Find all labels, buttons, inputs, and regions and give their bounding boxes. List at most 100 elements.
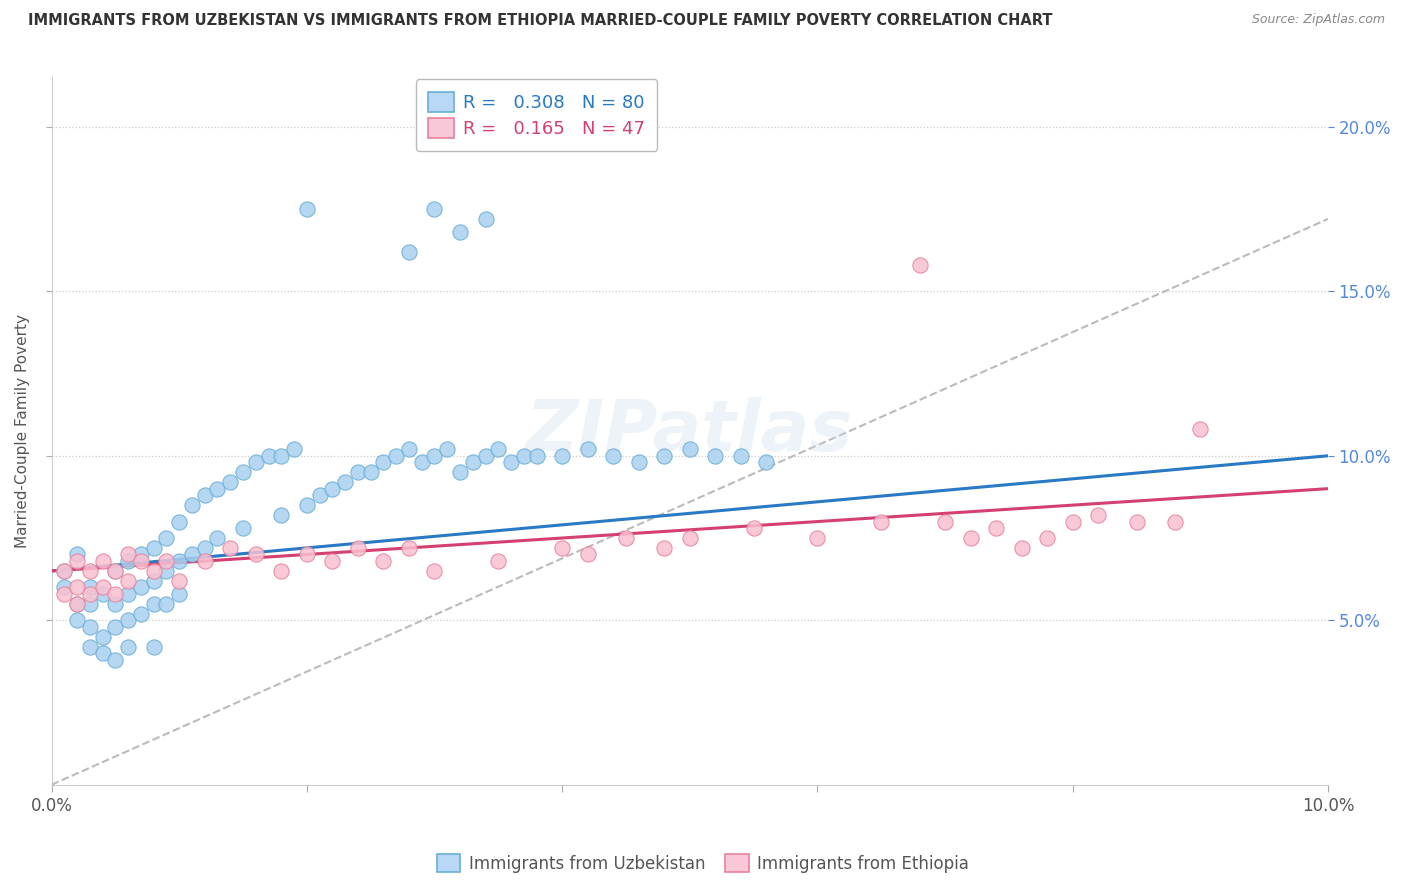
Point bbox=[104, 653, 127, 667]
Point bbox=[155, 554, 177, 568]
Point bbox=[360, 465, 382, 479]
Point bbox=[142, 597, 165, 611]
Point bbox=[142, 564, 165, 578]
Text: ZIPatlas: ZIPatlas bbox=[526, 397, 853, 466]
Point bbox=[79, 640, 101, 654]
Point bbox=[501, 455, 523, 469]
Point bbox=[627, 455, 650, 469]
Point bbox=[155, 564, 177, 578]
Point bbox=[373, 455, 395, 469]
Point bbox=[104, 620, 127, 634]
Point bbox=[79, 564, 101, 578]
Point bbox=[295, 548, 318, 562]
Point bbox=[321, 554, 343, 568]
Point bbox=[474, 211, 496, 226]
Point bbox=[167, 554, 190, 568]
Point bbox=[755, 455, 778, 469]
Point bbox=[513, 449, 536, 463]
Point bbox=[602, 449, 624, 463]
Point bbox=[117, 554, 139, 568]
Point bbox=[91, 587, 114, 601]
Point bbox=[194, 541, 217, 555]
Point bbox=[679, 531, 702, 545]
Point bbox=[398, 244, 420, 259]
Point bbox=[934, 515, 956, 529]
Point bbox=[411, 455, 433, 469]
Point bbox=[104, 564, 127, 578]
Point bbox=[167, 574, 190, 588]
Point bbox=[155, 531, 177, 545]
Text: Source: ZipAtlas.com: Source: ZipAtlas.com bbox=[1251, 13, 1385, 27]
Point bbox=[742, 521, 765, 535]
Point bbox=[333, 475, 356, 489]
Point bbox=[66, 597, 89, 611]
Point bbox=[959, 531, 981, 545]
Point bbox=[614, 531, 637, 545]
Point bbox=[207, 531, 229, 545]
Point bbox=[423, 449, 446, 463]
Point bbox=[652, 541, 675, 555]
Point bbox=[167, 515, 190, 529]
Point bbox=[129, 607, 152, 621]
Point bbox=[53, 587, 76, 601]
Point bbox=[1087, 508, 1109, 522]
Point bbox=[194, 488, 217, 502]
Point bbox=[551, 541, 574, 555]
Point bbox=[66, 613, 89, 627]
Point bbox=[117, 574, 139, 588]
Point bbox=[104, 587, 127, 601]
Point bbox=[986, 521, 1008, 535]
Point bbox=[270, 564, 292, 578]
Point bbox=[870, 515, 893, 529]
Y-axis label: Married-Couple Family Poverty: Married-Couple Family Poverty bbox=[15, 314, 30, 548]
Point bbox=[1062, 515, 1084, 529]
Point bbox=[117, 548, 139, 562]
Point bbox=[79, 620, 101, 634]
Point bbox=[347, 465, 370, 479]
Point bbox=[398, 541, 420, 555]
Point bbox=[1036, 531, 1059, 545]
Point bbox=[652, 449, 675, 463]
Point bbox=[486, 554, 509, 568]
Point bbox=[91, 554, 114, 568]
Point bbox=[270, 449, 292, 463]
Point bbox=[526, 449, 548, 463]
Point bbox=[129, 554, 152, 568]
Point bbox=[321, 482, 343, 496]
Point bbox=[436, 442, 458, 457]
Point bbox=[219, 541, 242, 555]
Point bbox=[398, 442, 420, 457]
Point bbox=[53, 580, 76, 594]
Point bbox=[449, 465, 471, 479]
Point bbox=[66, 580, 89, 594]
Point bbox=[449, 225, 471, 239]
Point bbox=[207, 482, 229, 496]
Point bbox=[283, 442, 305, 457]
Point bbox=[167, 587, 190, 601]
Point bbox=[1011, 541, 1033, 555]
Point bbox=[91, 646, 114, 660]
Point bbox=[576, 442, 599, 457]
Point bbox=[79, 597, 101, 611]
Legend: Immigrants from Uzbekistan, Immigrants from Ethiopia: Immigrants from Uzbekistan, Immigrants f… bbox=[430, 847, 976, 880]
Point bbox=[66, 597, 89, 611]
Point bbox=[219, 475, 242, 489]
Point bbox=[142, 574, 165, 588]
Point bbox=[679, 442, 702, 457]
Point bbox=[53, 564, 76, 578]
Point bbox=[155, 597, 177, 611]
Point bbox=[142, 640, 165, 654]
Point bbox=[908, 258, 931, 272]
Point bbox=[129, 548, 152, 562]
Text: IMMIGRANTS FROM UZBEKISTAN VS IMMIGRANTS FROM ETHIOPIA MARRIED-COUPLE FAMILY POV: IMMIGRANTS FROM UZBEKISTAN VS IMMIGRANTS… bbox=[28, 13, 1053, 29]
Point bbox=[194, 554, 217, 568]
Point bbox=[232, 465, 254, 479]
Point bbox=[117, 640, 139, 654]
Point bbox=[79, 580, 101, 594]
Point bbox=[117, 587, 139, 601]
Point bbox=[1189, 422, 1212, 436]
Point bbox=[104, 564, 127, 578]
Point bbox=[385, 449, 408, 463]
Point bbox=[142, 541, 165, 555]
Point bbox=[373, 554, 395, 568]
